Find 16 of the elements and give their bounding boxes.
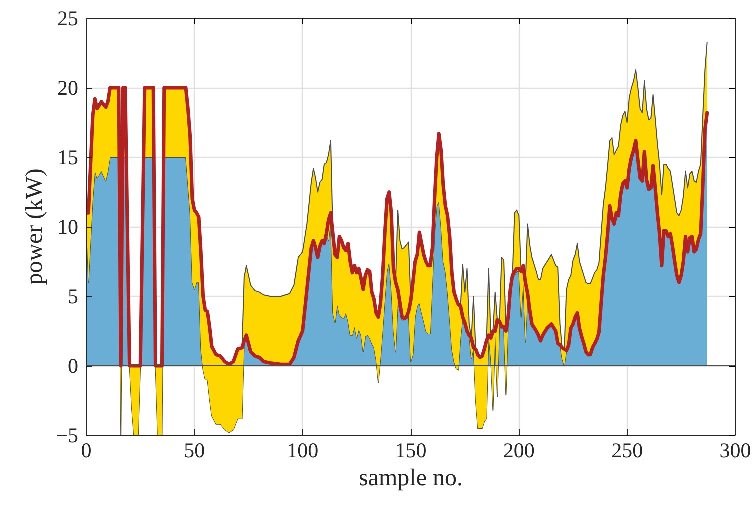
x-tick-label: 250 — [612, 438, 644, 462]
x-tick-label: 150 — [395, 438, 427, 462]
x-tick-label: 300 — [720, 438, 752, 462]
x-tick-label: 100 — [287, 438, 319, 462]
y-axis-title: power (kW) — [22, 168, 48, 286]
y-tick-label: 10 — [58, 215, 78, 239]
y-tick-label: 25 — [58, 6, 78, 30]
x-tick-label: 200 — [503, 438, 535, 462]
y-tick-label: 15 — [58, 146, 78, 170]
y-tick-label: 5 — [68, 284, 78, 308]
line-series — [86, 86, 710, 368]
y-tick-label: 20 — [58, 76, 78, 100]
y-tick-label: 0 — [68, 354, 78, 378]
y-tick-label: −5 — [56, 424, 78, 448]
x-axis-title: sample no. — [359, 466, 463, 492]
x-tick-label: 50 — [184, 438, 206, 462]
